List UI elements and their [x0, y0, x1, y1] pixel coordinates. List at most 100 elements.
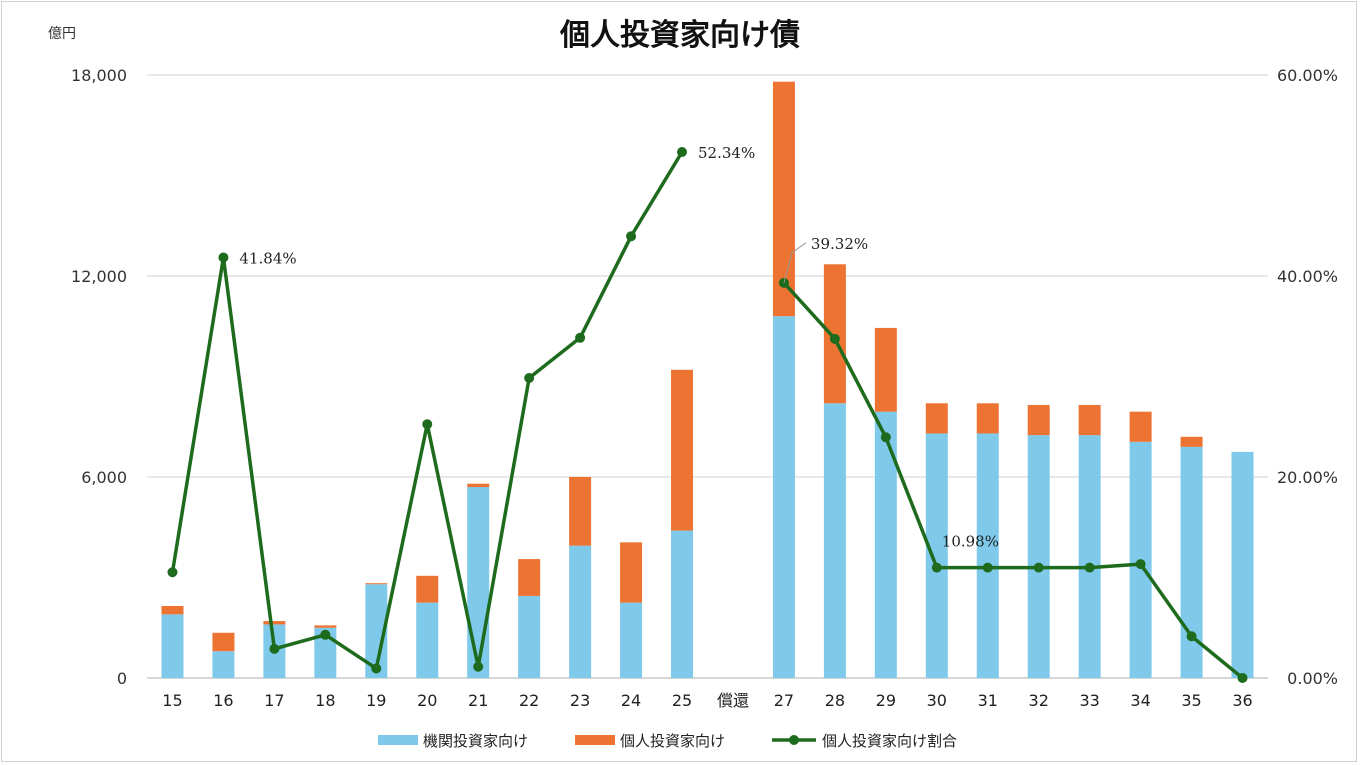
bar-individual	[416, 575, 439, 603]
legend-label-institutional: 機関投資家向け	[423, 732, 528, 750]
bar-individual	[467, 483, 490, 488]
bar-institutional	[823, 403, 846, 678]
chart-title: 個人投資家向け債	[559, 18, 800, 53]
ratio-data-label: 41.84%	[239, 250, 296, 268]
legend-swatch-ratio-marker	[789, 735, 799, 745]
ratio-point	[524, 373, 535, 384]
bar-series-layer	[161, 81, 1254, 678]
ratio-point	[1186, 631, 1197, 642]
bar-individual	[925, 403, 948, 434]
x-tick-label: 23	[570, 691, 590, 710]
bar-individual	[569, 477, 592, 546]
legend-label-ratio: 個人投資家向け割合	[822, 732, 957, 750]
bar-institutional	[874, 411, 897, 678]
bar-individual	[161, 605, 184, 615]
x-tick-label: 16	[213, 691, 233, 710]
ratio-point	[1033, 562, 1044, 573]
legend-label-individual: 個人投資家向け	[620, 732, 725, 750]
x-tick-label: 22	[519, 691, 539, 710]
bar-institutional	[416, 602, 439, 678]
bar-individual	[1078, 404, 1101, 436]
bar-individual	[620, 542, 643, 603]
ratio-data-label: 10.98%	[942, 533, 999, 551]
ratio-point	[982, 562, 993, 573]
x-tick-label: 33	[1079, 691, 1099, 710]
bar-individual	[263, 621, 286, 625]
legend-swatch-individual	[575, 735, 615, 745]
label-leader-line	[783, 242, 807, 283]
ratio-point	[1084, 562, 1095, 573]
ratio-point	[1237, 673, 1248, 683]
x-tick-label: 19	[366, 691, 386, 710]
x-tick-label: 25	[672, 691, 692, 710]
y-axis-unit: 億円	[48, 26, 76, 42]
bar-individual	[874, 327, 897, 412]
x-tick-label: 27	[774, 691, 794, 710]
ratio-point	[218, 252, 229, 263]
bar-institutional	[620, 602, 643, 678]
bar-institutional	[1180, 446, 1203, 678]
bar-individual	[1180, 436, 1203, 447]
axis-tick-layer: 0 0.00% 6,000 20.00% 12,000 40.00% 18,000 60.00…	[71, 66, 1338, 710]
ratio-line	[782, 281, 1244, 680]
bar-individual	[365, 583, 388, 585]
bar-institutional	[569, 545, 592, 678]
ratio-point	[422, 419, 433, 430]
bar-institutional	[925, 433, 948, 678]
ratio-point	[473, 661, 484, 672]
ratio-point	[931, 562, 942, 573]
x-tick-label: 24	[621, 691, 641, 710]
data-label-layer: 41.84% 52.34% 39.32% 10.98%	[239, 144, 999, 551]
x-tick-label: 29	[876, 691, 896, 710]
bar-institutional	[467, 487, 490, 678]
bar-institutional	[671, 530, 694, 678]
bar-institutional	[1231, 451, 1254, 678]
x-tick-label: 15	[162, 691, 182, 710]
ratio-point	[829, 333, 840, 344]
ratio-point	[269, 643, 280, 654]
bar-individual	[518, 559, 541, 596]
y-tick-label: 0	[117, 669, 127, 688]
x-tick-label: 28	[825, 691, 845, 710]
bar-institutional	[365, 584, 388, 678]
x-tick-label: 償還	[717, 691, 749, 710]
bar-institutional	[161, 614, 184, 678]
y2-tick-label: 0.00%	[1287, 669, 1338, 688]
bar-individual	[1027, 404, 1050, 436]
y-tick-label: 12,000	[71, 267, 127, 286]
bar-individual	[976, 403, 999, 434]
x-tick-label: 36	[1232, 691, 1252, 710]
legend: 機関投資家向け 個人投資家向け 個人投資家向け割合	[378, 732, 957, 750]
x-tick-label: 18	[315, 691, 335, 710]
bar-institutional	[1078, 435, 1101, 678]
ratio-point	[320, 629, 331, 640]
x-tick-label: 17	[264, 691, 284, 710]
bar-individual	[823, 264, 846, 404]
x-tick-label: 21	[468, 691, 488, 710]
x-tick-label: 31	[978, 691, 998, 710]
y-tick-label: 6,000	[81, 468, 127, 487]
ratio-point	[371, 663, 382, 674]
ratio-point	[880, 432, 891, 443]
bar-individual	[671, 369, 694, 531]
line-series-layer	[167, 146, 1248, 683]
bar-individual	[1129, 411, 1152, 442]
x-tick-label: 30	[927, 691, 947, 710]
bar-individual	[772, 81, 795, 317]
y-tick-label: 18,000	[71, 66, 127, 85]
x-tick-label: 20	[417, 691, 437, 710]
bar-institutional	[976, 433, 999, 678]
legend-swatch-institutional	[378, 735, 418, 745]
x-tick-label: 34	[1130, 691, 1150, 710]
bar-individual	[314, 625, 337, 628]
bar-institutional	[212, 651, 235, 678]
y2-tick-label: 20.00%	[1277, 468, 1338, 487]
ratio-data-label: 39.32%	[811, 235, 868, 253]
ratio-point	[626, 231, 637, 242]
x-tick-label: 35	[1181, 691, 1201, 710]
bar-institutional	[518, 595, 541, 678]
ratio-point	[677, 146, 688, 157]
ratio-point	[1135, 559, 1146, 570]
